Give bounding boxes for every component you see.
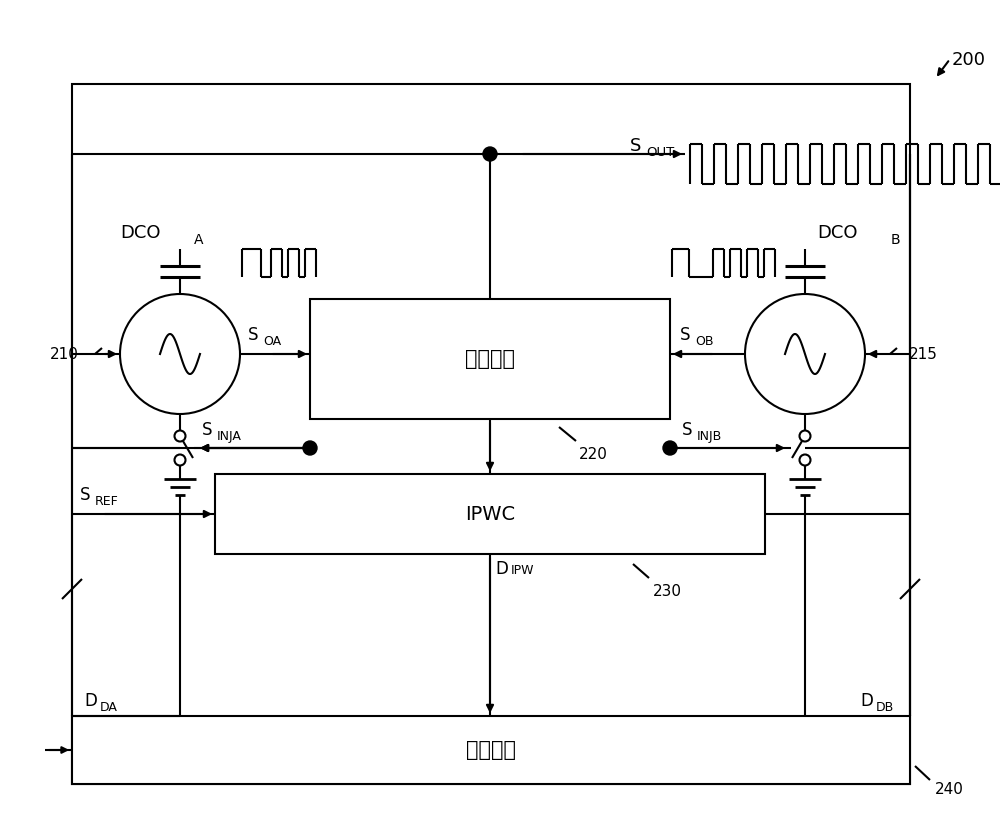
Circle shape <box>800 430 811 441</box>
Text: 215: 215 <box>909 347 938 362</box>
Text: OA: OA <box>263 335 281 348</box>
Text: INJA: INJA <box>217 430 242 443</box>
Text: 组合电路: 组合电路 <box>465 349 515 369</box>
Text: A: A <box>194 233 204 247</box>
Text: DA: DA <box>100 701 118 714</box>
Circle shape <box>120 294 240 414</box>
Circle shape <box>483 147 497 161</box>
Text: S: S <box>248 326 258 344</box>
Bar <box>310 299 670 419</box>
Circle shape <box>745 294 865 414</box>
Text: S: S <box>682 421 692 439</box>
Text: D: D <box>860 692 873 710</box>
Text: S: S <box>202 421 212 439</box>
Bar <box>72 716 910 784</box>
Text: D: D <box>84 692 97 710</box>
Bar <box>72 84 910 784</box>
Circle shape <box>303 441 317 455</box>
Text: IPW: IPW <box>511 564 534 577</box>
Text: INJB: INJB <box>697 430 722 443</box>
Bar <box>215 474 765 554</box>
Text: IPWC: IPWC <box>465 504 515 524</box>
Text: OB: OB <box>695 335 714 348</box>
Text: B: B <box>891 233 901 247</box>
Text: OUT: OUT <box>646 145 674 159</box>
Text: 240: 240 <box>935 782 964 797</box>
Text: REF: REF <box>95 495 119 508</box>
Text: 校准电路: 校准电路 <box>466 740 516 760</box>
Circle shape <box>663 441 677 455</box>
Text: DB: DB <box>876 701 894 714</box>
Circle shape <box>800 455 811 466</box>
Text: S: S <box>680 326 690 344</box>
Text: S: S <box>80 486 90 504</box>
Text: DCO: DCO <box>817 224 858 242</box>
Circle shape <box>175 430 186 441</box>
Text: DCO: DCO <box>120 224 160 242</box>
Text: 200: 200 <box>952 51 986 69</box>
Text: 210: 210 <box>50 347 79 362</box>
Text: 220: 220 <box>579 447 608 462</box>
Text: S: S <box>630 137 641 155</box>
Text: D: D <box>495 560 508 578</box>
Text: 230: 230 <box>653 584 682 599</box>
Circle shape <box>175 455 186 466</box>
